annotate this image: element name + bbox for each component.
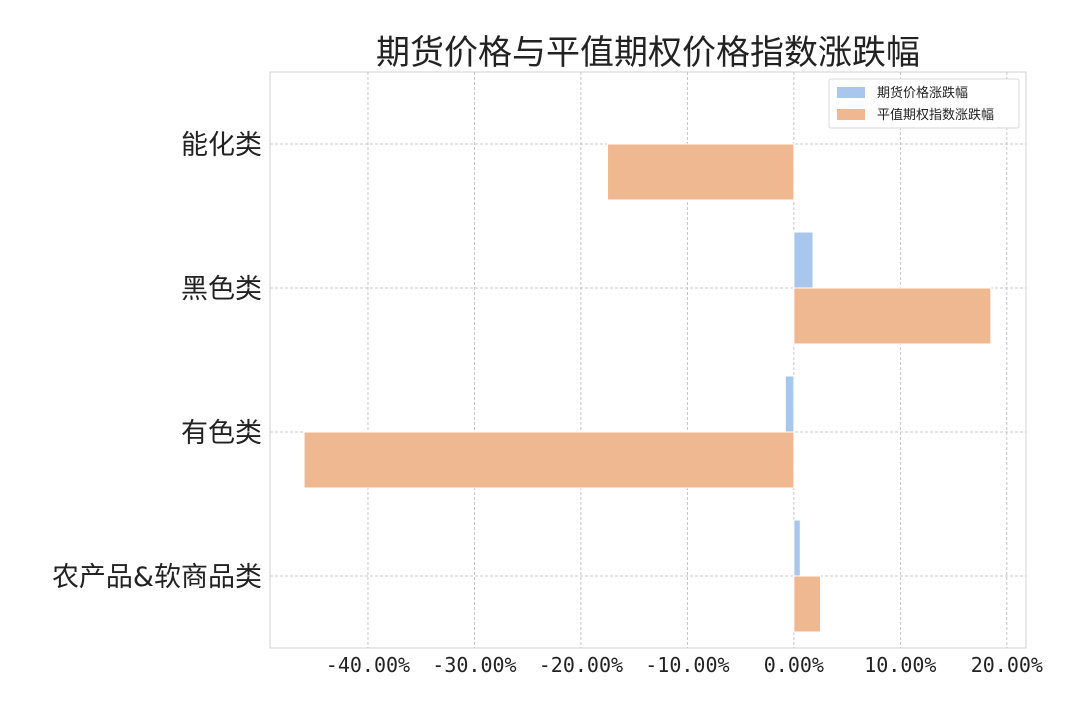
bar-options	[304, 432, 794, 488]
category-label: 有色类	[181, 418, 262, 449]
chart-title: 期货价格与平值期权价格指数涨跌幅	[376, 33, 920, 73]
y-gridlines	[270, 144, 1026, 576]
bar-futures	[785, 376, 794, 432]
x-tick-label: -30.00%	[432, 653, 516, 677]
bar-futures	[794, 520, 800, 576]
legend-swatch-futures	[837, 87, 865, 98]
bar-options	[608, 144, 794, 200]
x-tick-label: -40.00%	[326, 653, 410, 677]
x-tick-label: -10.00%	[645, 653, 729, 677]
x-tick-labels: -40.00% -30.00% -20.00% -10.00% 0.00% 10.00% 2…	[326, 653, 1043, 677]
bars	[304, 144, 991, 632]
legend-swatch-options	[837, 109, 865, 120]
x-tick-label: 10.00%	[864, 653, 936, 677]
x-tick-label: 20.00%	[971, 653, 1043, 677]
legend: 期货价格涨跌幅 平值期权指数涨跌幅	[829, 79, 1019, 128]
legend-label-options: 平值期权指数涨跌幅	[877, 107, 994, 123]
bar-options	[794, 576, 821, 632]
x-tick-label: 0.00%	[764, 653, 824, 677]
x-tick-label: -20.00%	[539, 653, 623, 677]
bar-futures	[794, 232, 813, 288]
category-label: 农产品&软商品类	[52, 562, 262, 593]
bar-options	[794, 288, 991, 344]
legend-label-futures: 期货价格涨跌幅	[877, 85, 968, 101]
category-label: 能化类	[181, 130, 262, 161]
category-label: 黑色类	[181, 274, 262, 305]
